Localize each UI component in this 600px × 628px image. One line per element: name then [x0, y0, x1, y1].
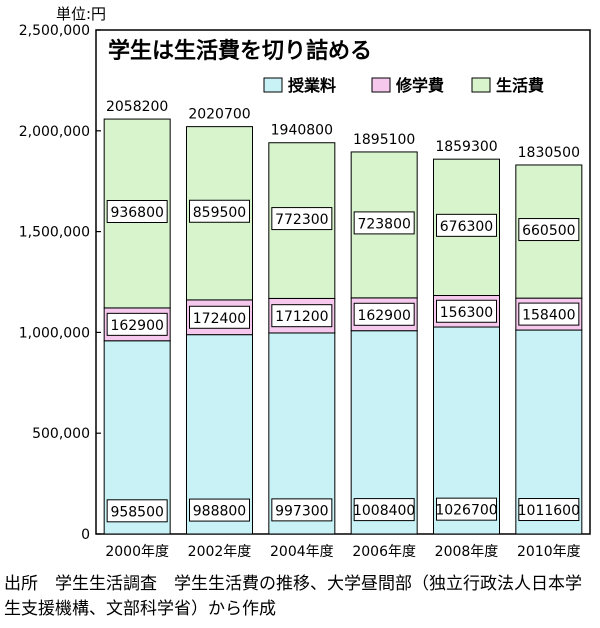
data-label-box	[189, 199, 250, 223]
data-label-box	[436, 213, 497, 237]
data-label-box	[518, 302, 580, 326]
data-label-box	[271, 207, 333, 231]
data-label: 997300	[275, 503, 328, 519]
data-label-box	[518, 218, 580, 242]
data-label-box	[436, 497, 497, 521]
x-tick-label: 2008年度	[435, 544, 499, 560]
data-label: 1026700	[435, 503, 497, 519]
total-label: 2058200	[106, 99, 168, 115]
data-label-box	[189, 498, 250, 522]
data-label: 1011600	[518, 503, 580, 519]
total-label: 1830500	[518, 145, 580, 161]
y-tick-label: 500,000	[32, 426, 90, 442]
bar-stack: 997300 171200 772300 1940800	[268, 123, 336, 535]
plot-frame	[95, 29, 591, 535]
y-tick-label: 2,000,000	[19, 124, 90, 140]
total-label: 1940800	[271, 123, 333, 139]
y-tick-label: 2,500,000	[19, 23, 90, 39]
unit-label: 単位:円	[56, 5, 106, 23]
total-label: 1859300	[435, 139, 497, 155]
legend-label: 生活費	[496, 76, 544, 95]
x-tick-label: 2006年度	[352, 544, 416, 560]
data-label: 772300	[275, 212, 328, 228]
data-label-box	[189, 305, 250, 329]
legend-swatch	[471, 77, 491, 93]
legend-swatch	[263, 77, 283, 93]
data-label: 1008400	[353, 503, 415, 519]
x-tick-label: 2002年度	[188, 544, 252, 560]
bar-stack: 958500 162900 936800 2058200	[103, 99, 171, 535]
bar-stack: 1011600 158400 660500 1830500	[515, 145, 583, 535]
x-tick-label: 2000年度	[105, 544, 169, 560]
data-label-box	[106, 312, 168, 336]
data-label: 988800	[193, 504, 246, 520]
data-label: 936800	[110, 205, 163, 221]
x-axis: 2000年度 2002年度 2004年度 2006年度 2008年度 2010年度	[105, 544, 580, 560]
data-label-box	[106, 199, 168, 223]
data-label-box	[271, 304, 333, 328]
bar-stack: 988800 172400 859500 2020700	[186, 107, 253, 535]
bar-stack: 1008400 162900 723800 1895100	[350, 132, 418, 535]
data-label-box	[518, 498, 580, 522]
data-label: 723800	[357, 216, 410, 232]
legend-label: 授業料	[288, 76, 336, 95]
data-label-box	[271, 498, 333, 522]
data-label: 156300	[440, 305, 493, 321]
y-tick-label: 1,000,000	[19, 325, 90, 341]
data-label: 171200	[275, 309, 328, 325]
data-label: 158400	[522, 308, 575, 324]
bar-stack: 1026700 156300 676300 1859300	[433, 139, 500, 535]
source-note: 出所 学生生活調査 学生生活費の推移、大学昼間部（独立行政法人日本学生支援機構、…	[4, 574, 582, 619]
data-label: 859500	[193, 205, 246, 221]
legend-label: 修学費	[395, 76, 444, 95]
y-tick-label: 1,500,000	[19, 225, 90, 241]
data-label-box	[353, 498, 415, 522]
data-label-box	[353, 211, 415, 235]
chart-title: 学生は生活費を切り詰める	[108, 38, 372, 64]
total-label: 1895100	[353, 132, 415, 148]
data-label-box	[353, 302, 415, 326]
total-label: 2020700	[188, 107, 250, 123]
data-label: 162900	[110, 318, 163, 334]
y-axis: 0 500,000 1,000,000 1,500,000 2,000,000 2,500…	[19, 23, 101, 543]
legend-swatch	[371, 77, 391, 93]
bars-group: 958500 162900 936800 2058200 988800 172400 859…	[103, 99, 583, 535]
data-label: 162900	[357, 308, 410, 324]
data-label: 172400	[193, 311, 246, 327]
y-tick-label: 0	[81, 527, 90, 543]
x-tick-label: 2010年度	[517, 544, 581, 560]
data-label: 660500	[522, 223, 575, 239]
x-tick-label: 2004年度	[270, 544, 334, 560]
data-label: 958500	[110, 504, 163, 520]
data-label: 676300	[440, 219, 493, 235]
legend: 授業料 修学費 生活費	[263, 76, 544, 95]
data-label-box	[436, 299, 497, 323]
data-label-box	[106, 499, 168, 523]
